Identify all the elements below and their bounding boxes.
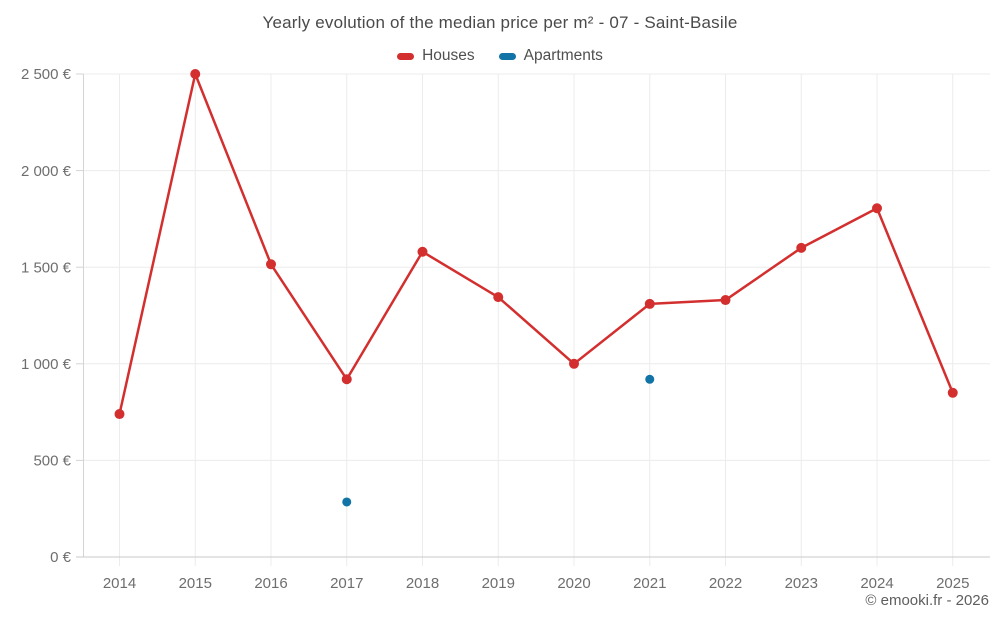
- y-axis-label: 2 000 €: [21, 163, 72, 180]
- x-axis-label: 2019: [482, 575, 515, 592]
- x-axis-label: 2014: [103, 575, 136, 592]
- apartments-point-2017[interactable]: [342, 497, 352, 507]
- apartments-point-2021[interactable]: [645, 374, 655, 384]
- y-axis-label: 1 500 €: [21, 259, 72, 276]
- houses-point-2021[interactable]: [644, 298, 655, 309]
- houses-legend-swatch: [397, 52, 415, 60]
- houses-point-2025[interactable]: [947, 387, 958, 398]
- x-axis-label: 2022: [709, 575, 742, 592]
- y-axis-label: 0 €: [50, 549, 72, 566]
- x-axis-label: 2020: [557, 575, 590, 592]
- houses-point-2014[interactable]: [114, 409, 125, 420]
- chart-title: Yearly evolution of the median price per…: [262, 13, 738, 32]
- houses-point-2019[interactable]: [493, 292, 504, 303]
- houses-point-2024[interactable]: [872, 203, 882, 214]
- y-axis-label: 1 000 €: [21, 356, 72, 373]
- x-axis-label: 2024: [860, 575, 893, 592]
- x-axis-label: 2015: [179, 575, 212, 592]
- apartments-legend-swatch: [498, 52, 516, 60]
- x-axis-label: 2017: [330, 575, 363, 592]
- houses-line[interactable]: [118, 72, 954, 416]
- copyright: © emooki.fr - 2026: [865, 592, 989, 609]
- houses-point-2016[interactable]: [266, 259, 276, 270]
- x-axis-label: 2025: [936, 575, 969, 592]
- legend: Houses Apartments: [0, 45, 1000, 67]
- x-axis-label: 2021: [633, 575, 666, 592]
- x-axis-label: 2018: [406, 575, 439, 592]
- houses-point-2022[interactable]: [720, 295, 731, 306]
- houses-point-2020[interactable]: [569, 358, 579, 369]
- houses-point-2017[interactable]: [341, 374, 352, 385]
- houses-point-2023[interactable]: [796, 242, 807, 253]
- y-axis-label: 500 €: [33, 453, 71, 470]
- legend-item-apartments[interactable]: Apartments: [498, 47, 603, 65]
- y-axis-label: 2 500 €: [21, 66, 72, 83]
- houses-legend-label: Houses: [422, 47, 475, 64]
- x-axis-label: 2016: [254, 575, 287, 592]
- legend-item-houses[interactable]: Houses: [397, 47, 475, 65]
- houses-point-2018[interactable]: [417, 246, 428, 257]
- x-axis-label: 2023: [785, 575, 818, 592]
- houses-point-2015[interactable]: [190, 69, 201, 79]
- apartments-legend-label: Apartments: [523, 47, 603, 64]
